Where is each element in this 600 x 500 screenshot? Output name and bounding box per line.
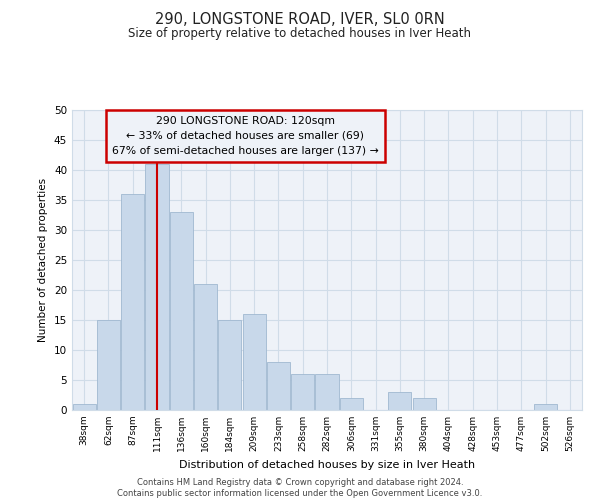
Bar [534,404,557,410]
Bar [218,320,241,410]
Text: Size of property relative to detached houses in Iver Heath: Size of property relative to detached ho… [128,28,472,40]
Text: 290, LONGSTONE ROAD, IVER, SL0 0RN: 290, LONGSTONE ROAD, IVER, SL0 0RN [155,12,445,28]
Text: 290 LONGSTONE ROAD: 120sqm
← 33% of detached houses are smaller (69)
67% of semi: 290 LONGSTONE ROAD: 120sqm ← 33% of deta… [112,116,379,156]
Bar [316,374,338,410]
Bar [340,398,363,410]
X-axis label: Distribution of detached houses by size in Iver Heath: Distribution of detached houses by size … [179,460,475,469]
Bar [242,314,266,410]
Bar [413,398,436,410]
Text: Contains HM Land Registry data © Crown copyright and database right 2024.
Contai: Contains HM Land Registry data © Crown c… [118,478,482,498]
Y-axis label: Number of detached properties: Number of detached properties [38,178,49,342]
Bar [194,284,217,410]
Bar [73,404,95,410]
Bar [388,392,412,410]
Bar [291,374,314,410]
Bar [170,212,193,410]
Bar [145,164,169,410]
Bar [121,194,144,410]
Bar [97,320,120,410]
Bar [267,362,290,410]
